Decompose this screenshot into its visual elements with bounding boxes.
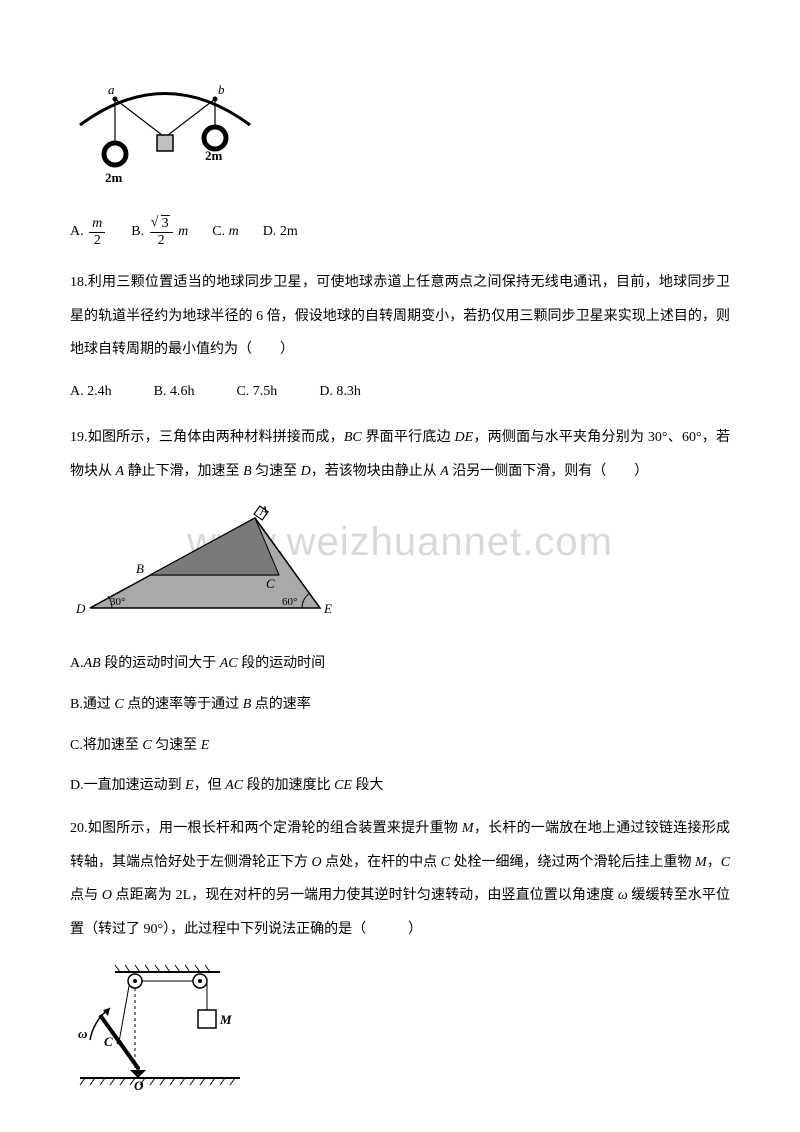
svg-text:O: O [134,1078,144,1090]
svg-text:2m: 2m [205,148,223,163]
q18-opt-c: C. 7.5h [236,381,277,403]
q19-opt-c: C.将加速至 C 匀速至 E [70,731,730,762]
svg-text:E: E [323,601,332,616]
q18-text: 18.利用三颗位置适当的地球同步卫星，可使地球赤道上任意两点之间保持无线电通讯，… [70,266,730,367]
svg-text:M: M [219,1012,232,1027]
q18-opt-a: A. 2.4h [70,381,112,403]
q17-opt-a: A. m 2 [70,216,107,248]
q17-opt-b: B. 3 2 m [131,216,188,248]
svg-text:C: C [266,576,275,591]
svg-text:D: D [75,601,86,616]
q17-opt-c: C. m [212,221,238,243]
svg-text:a: a [108,82,115,97]
q17-options: A. m 2 B. 3 2 m C. m D. 2m [70,216,730,248]
svg-text:ω: ω [78,1026,87,1041]
svg-text:b: b [218,82,225,97]
q19-figure: A B C D E 30° 60° [70,503,730,631]
svg-text:2m: 2m [105,170,123,185]
q18-opt-d: D. 8.3h [319,381,361,403]
q18-opt-b: B. 4.6h [154,381,195,403]
svg-text:30°: 30° [110,596,125,608]
svg-text:A: A [259,503,268,518]
q20-text: 20.如图所示，用一根长杆和两个定滑轮的组合装置来提升重物 M，长杆的一端放在地… [70,812,730,946]
page-content: a b 2m 2m A. m 2 B. 3 2 m C. m D. 2m [70,80,730,1099]
svg-text:B: B [136,561,144,576]
q19-text: 19.如图所示，三角体由两种材料拼接而成，BC 界面平行底边 DE，两侧面与水平… [70,421,730,488]
q19-opt-b: B.通过 C 点的速率等于通过 B 点的速率 [70,690,730,721]
q17-opt-d: D. 2m [263,221,298,243]
q18-options: A. 2.4h B. 4.6h C. 7.5h D. 8.3h [70,381,730,403]
q19-opt-a: A.AB 段的运动时间大于 AC 段的运动时间 [70,649,730,680]
q19-opt-d: D.一直加速运动到 E，但 AC 段的加速度比 CE 段大 [70,771,730,802]
q20-figure: M O C [70,960,730,1098]
svg-text:C: C [104,1034,113,1049]
svg-text:60°: 60° [282,596,297,608]
q17-figure: a b 2m 2m [70,80,730,198]
